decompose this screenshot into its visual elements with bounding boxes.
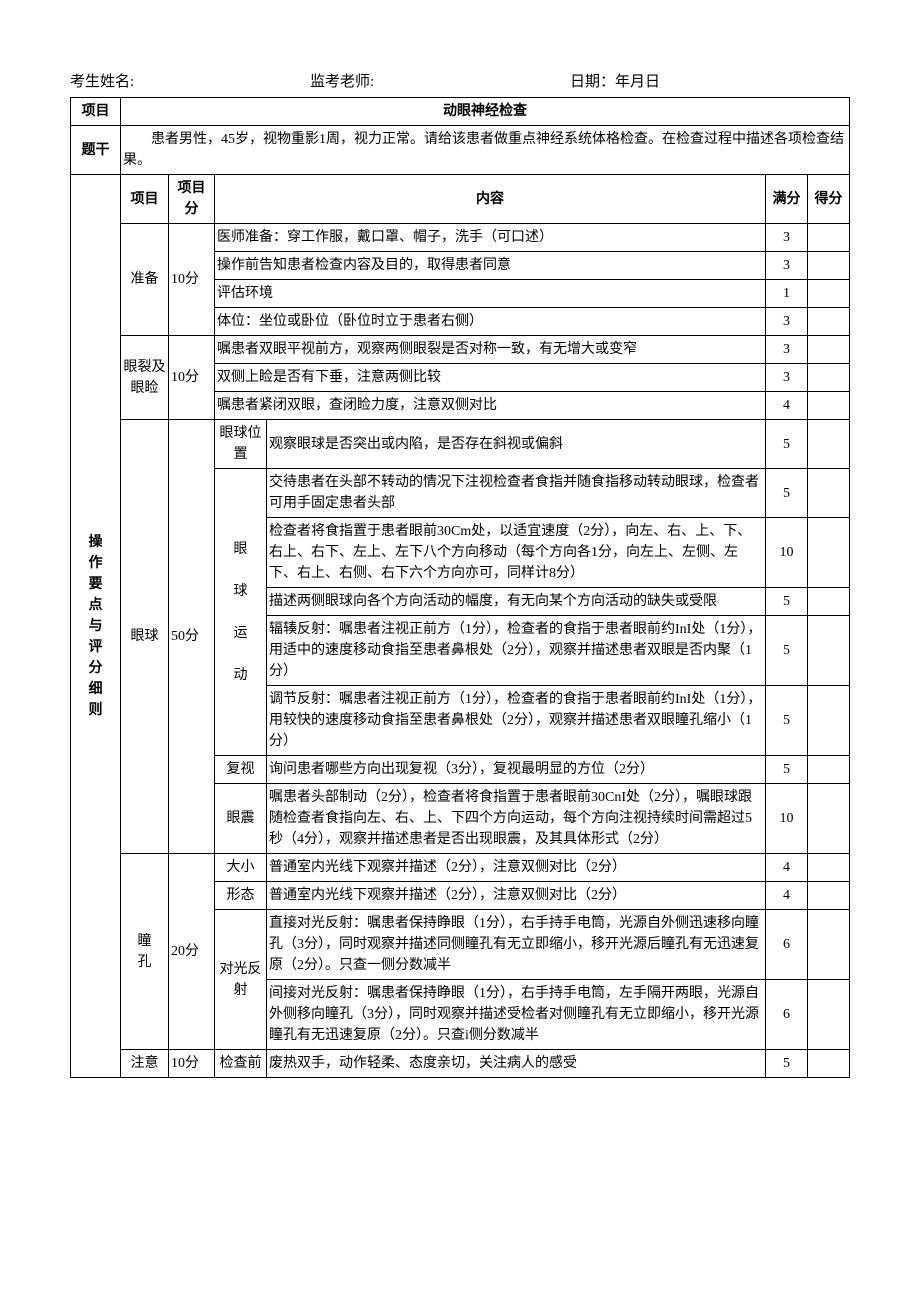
pupil-size-g bbox=[807, 854, 849, 882]
section-label: 操作要点与评分细则 bbox=[71, 175, 121, 1078]
eyeball-nys-label: 眼震 bbox=[215, 784, 267, 854]
prep-s1: 3 bbox=[765, 224, 807, 252]
note-score: 10分 bbox=[169, 1050, 215, 1078]
examiner-label: 监考老师: bbox=[310, 70, 570, 91]
eyelid-g2 bbox=[807, 364, 849, 392]
eyeball-pos-text: 观察眼球是否突出或内陷，是否存在斜视或偏斜 bbox=[267, 420, 766, 469]
prep-s3: 1 bbox=[765, 280, 807, 308]
pupil-size-s: 4 bbox=[765, 854, 807, 882]
prep-g2 bbox=[807, 252, 849, 280]
eyeball-mv-label: 眼球运动 bbox=[215, 469, 267, 756]
eyeball-pos-label: 眼球位置 bbox=[215, 420, 267, 469]
eyeball-mv3: 描述两侧眼球向各个方向活动的幅度，有无向某个方向活动的缺失或受限 bbox=[267, 588, 766, 616]
eyeball-nys-s: 10 bbox=[765, 784, 807, 854]
eyeball-pos-s: 5 bbox=[765, 420, 807, 469]
name-label: 考生姓名: bbox=[70, 70, 310, 91]
stem-label: 题干 bbox=[71, 126, 121, 175]
pupil-size-text: 普通室内光线下观察并描述（2分），注意双侧对比（2分） bbox=[267, 854, 766, 882]
note-before-label: 检查前 bbox=[215, 1050, 267, 1078]
eyeball-dip-g bbox=[807, 756, 849, 784]
pupil-light2: 间接对光反射：嘱患者保持睁眼（1分），右手持手电筒，左手隔开两眼，光源自外侧移向… bbox=[267, 980, 766, 1050]
prep-name: 准备 bbox=[121, 224, 169, 336]
eyelid-s2: 3 bbox=[765, 364, 807, 392]
scoring-table: 项目 动眼神经检查 题干 患者男性，45岁，视物重影1周，视力正常。请给该患者做… bbox=[70, 97, 850, 1078]
eyeball-mv5s: 5 bbox=[765, 686, 807, 756]
prep-score: 10分 bbox=[169, 224, 215, 336]
prep-g1 bbox=[807, 224, 849, 252]
eyeball-mv5g bbox=[807, 686, 849, 756]
exam-title: 动眼神经检查 bbox=[121, 98, 850, 126]
pupil-light-label: 对光反射 bbox=[215, 910, 267, 1050]
eyelid-score: 10分 bbox=[169, 336, 215, 420]
eyeball-mv1: 交待患者在头部不转动的情况下注视检查者食指并随食指移动转动眼球，检查者可用手固定… bbox=[267, 469, 766, 518]
project-label: 项目 bbox=[71, 98, 121, 126]
eyeball-mv5: 调节反射：嘱患者注视正前方（1分），检查者的食指于患者眼前约InI处（1分），用… bbox=[267, 686, 766, 756]
eyeball-dip-text: 询问患者哪些方向出现复视（3分），复视最明显的方位（2分） bbox=[267, 756, 766, 784]
prep-s4: 3 bbox=[765, 308, 807, 336]
stem-text: 患者男性，45岁，视物重影1周，视力正常。请给该患者做重点神经系统体格检查。在检… bbox=[121, 126, 850, 175]
eyeball-dip-label: 复视 bbox=[215, 756, 267, 784]
note-before-g bbox=[807, 1050, 849, 1078]
prep-g4 bbox=[807, 308, 849, 336]
col-item: 项目 bbox=[121, 175, 169, 224]
pupil-size-label: 大小 bbox=[215, 854, 267, 882]
col-itemscore: 项目分 bbox=[169, 175, 215, 224]
eyeball-score: 50分 bbox=[169, 420, 215, 854]
eyelid-s1: 3 bbox=[765, 336, 807, 364]
eyeball-mv3g bbox=[807, 588, 849, 616]
eyelid-g3 bbox=[807, 392, 849, 420]
eyeball-dip-s: 5 bbox=[765, 756, 807, 784]
col-content: 内容 bbox=[215, 175, 766, 224]
eyelid-name: 眼裂及眼睑 bbox=[121, 336, 169, 420]
pupil-shape-s: 4 bbox=[765, 882, 807, 910]
eyeball-mv4: 辐辏反射：嘱患者注视正前方（1分），检查者的食指于患者眼前约InI处（1分），用… bbox=[267, 616, 766, 686]
pupil-shape-g bbox=[807, 882, 849, 910]
prep-g3 bbox=[807, 280, 849, 308]
pupil-name: 瞳孔 bbox=[121, 854, 169, 1050]
prep-r3: 评估环境 bbox=[215, 280, 766, 308]
note-before-s: 5 bbox=[765, 1050, 807, 1078]
eyeball-nys-text: 嘱患者头部制动（2分），检查者将食指置于患者眼前30CnI处（2分），嘱眼球跟随… bbox=[267, 784, 766, 854]
eyeball-mv3s: 5 bbox=[765, 588, 807, 616]
eyeball-nys-g bbox=[807, 784, 849, 854]
eyeball-mv1s: 5 bbox=[765, 469, 807, 518]
eyeball-mv1g bbox=[807, 469, 849, 518]
eyeball-name: 眼球 bbox=[121, 420, 169, 854]
eyeball-mv2s: 10 bbox=[765, 518, 807, 588]
pupil-light1s: 6 bbox=[765, 910, 807, 980]
date-label: 日期：年月日 bbox=[570, 70, 660, 91]
pupil-shape-label: 形态 bbox=[215, 882, 267, 910]
eyelid-s3: 4 bbox=[765, 392, 807, 420]
eyeball-mv2g bbox=[807, 518, 849, 588]
prep-s2: 3 bbox=[765, 252, 807, 280]
pupil-light1g bbox=[807, 910, 849, 980]
eyeball-mv4s: 5 bbox=[765, 616, 807, 686]
prep-r4: 体位：坐位或卧位（卧位时立于患者右侧） bbox=[215, 308, 766, 336]
col-full: 满分 bbox=[765, 175, 807, 224]
prep-r2: 操作前告知患者检查内容及目的，取得患者同意 bbox=[215, 252, 766, 280]
eyeball-pos-g bbox=[807, 420, 849, 469]
note-name: 注意 bbox=[121, 1050, 169, 1078]
pupil-shape-text: 普通室内光线下观察并描述（2分），注意双侧对比（2分） bbox=[267, 882, 766, 910]
eyeball-mv4g bbox=[807, 616, 849, 686]
eyelid-r2: 双侧上睑是否有下垂，注意两侧比较 bbox=[215, 364, 766, 392]
eyelid-r3: 嘱患者紧闭双眼，查闭睑力度，注意双侧对比 bbox=[215, 392, 766, 420]
pupil-light1: 直接对光反射：嘱患者保持睁眼（1分），右手持手电筒，光源自外侧迅速移向瞳孔（3分… bbox=[267, 910, 766, 980]
pupil-light2s: 6 bbox=[765, 980, 807, 1050]
eyelid-r1: 嘱患者双眼平视前方，观察两侧眼裂是否对称一致，有无增大或变窄 bbox=[215, 336, 766, 364]
col-got: 得分 bbox=[807, 175, 849, 224]
pupil-score: 20分 bbox=[169, 854, 215, 1050]
pupil-light2g bbox=[807, 980, 849, 1050]
eyeball-mv2: 检查者将食指置于患者眼前30Cm处，以适宜速度（2分），向左、右、上、下、右上、… bbox=[267, 518, 766, 588]
prep-r1: 医师准备：穿工作服，戴口罩、帽子，洗手（可口述） bbox=[215, 224, 766, 252]
eyelid-g1 bbox=[807, 336, 849, 364]
page-header: 考生姓名: 监考老师: 日期：年月日 bbox=[70, 70, 850, 91]
note-before-text: 废热双手，动作轻柔、态度亲切，关注病人的感受 bbox=[267, 1050, 766, 1078]
